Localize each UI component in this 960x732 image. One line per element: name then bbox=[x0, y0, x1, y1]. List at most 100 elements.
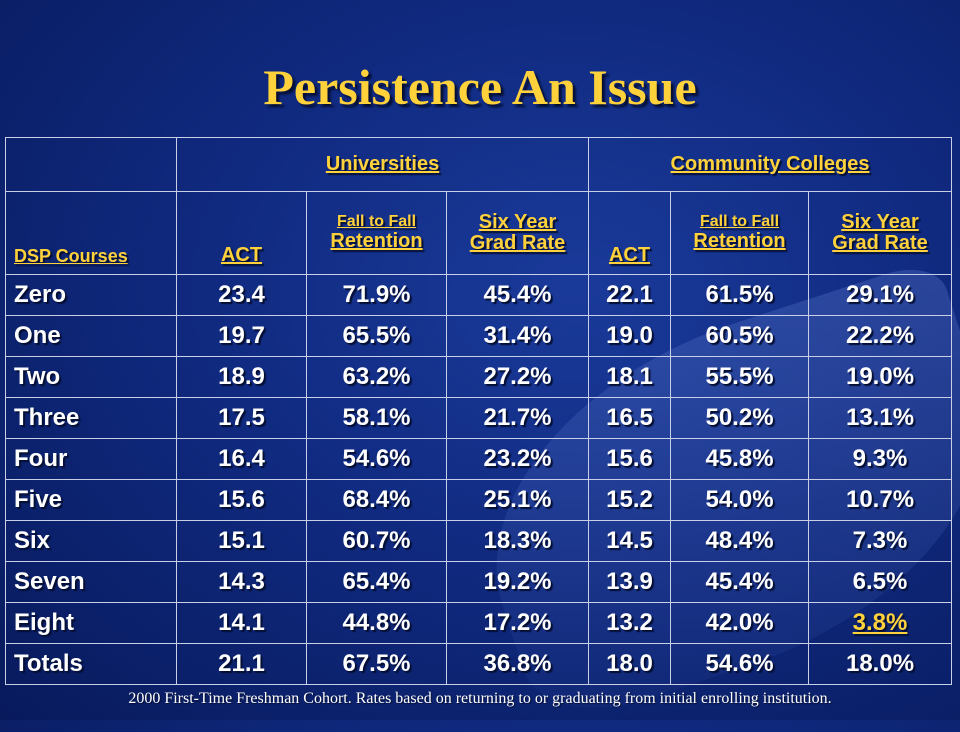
empty-header-cell bbox=[5, 137, 177, 192]
univ-grad-rate-cell: 21.7% bbox=[445, 397, 590, 439]
univ-grad-rate-cell: 36.8% bbox=[445, 643, 590, 685]
univ-grad-rate-cell: 19.2% bbox=[445, 561, 590, 603]
cc-retention-cell: 54.0% bbox=[670, 479, 810, 521]
cc-grad-rate-cell: 6.5% bbox=[808, 561, 953, 603]
cc-grad-rate-cell: 7.3% bbox=[808, 520, 953, 562]
cc-retention-header-top: Fall to Fall bbox=[699, 213, 780, 231]
cc-retention-cell: 50.2% bbox=[670, 397, 810, 439]
cc-retention-cell: 45.4% bbox=[670, 561, 810, 603]
univ-act-cell: 15.1 bbox=[176, 520, 307, 562]
dsp-courses-cell: Five bbox=[5, 479, 177, 521]
univ-retention-cell: 67.5% bbox=[306, 643, 447, 685]
table-row: Five 15.6 68.4% 25.1% 15.2 54.0% 10.7% bbox=[5, 479, 953, 521]
dsp-courses-cell: One bbox=[5, 315, 177, 357]
dsp-courses-cell: Eight bbox=[5, 602, 177, 644]
univ-retention-cell: 65.5% bbox=[306, 315, 447, 357]
cc-act-header: ACT bbox=[588, 191, 672, 275]
cc-grad-rate-header-top: Six Year bbox=[841, 211, 919, 233]
univ-act-cell: 19.7 bbox=[176, 315, 307, 357]
table-row: Four 16.4 54.6% 23.2% 15.6 45.8% 9.3% bbox=[5, 438, 953, 480]
slide-title: Persistence An Issue bbox=[263, 59, 697, 115]
cc-grad-rate-cell: 18.0% bbox=[808, 643, 953, 685]
cc-grad-rate-cell: 9.3% bbox=[808, 438, 953, 480]
cc-act-cell: 16.5 bbox=[588, 397, 672, 439]
footnote: 2000 First-Time Freshman Cohort. Rates b… bbox=[128, 690, 832, 707]
cc-grad-rate-cell: 19.0% bbox=[808, 356, 953, 398]
cc-grad-rate-cell: 3.8% bbox=[808, 602, 953, 644]
table-row: Two 18.9 63.2% 27.2% 18.1 55.5% 19.0% bbox=[5, 356, 953, 398]
cc-grad-rate-cell: 29.1% bbox=[808, 274, 953, 316]
dsp-courses-cell: Two bbox=[5, 356, 177, 398]
cc-retention-header: Fall to Fall Retention bbox=[670, 191, 810, 275]
univ-act-cell: 14.1 bbox=[176, 602, 307, 644]
dsp-courses-cell: Three bbox=[5, 397, 177, 439]
cc-act-cell: 19.0 bbox=[588, 315, 672, 357]
community-colleges-header: Community Colleges bbox=[588, 137, 953, 192]
univ-act-cell: 23.4 bbox=[176, 274, 307, 316]
univ-act-cell: 21.1 bbox=[176, 643, 307, 685]
persistence-table: Universities Community Colleges DSP Cour… bbox=[5, 137, 953, 685]
dsp-courses-cell: Totals bbox=[5, 643, 177, 685]
table-row: Zero 23.4 71.9% 45.4% 22.1 61.5% 29.1% bbox=[5, 274, 953, 316]
univ-grad-rate-header-bottom: Grad Rate bbox=[469, 232, 566, 254]
univ-retention-cell: 54.6% bbox=[306, 438, 447, 480]
cc-retention-cell: 48.4% bbox=[670, 520, 810, 562]
dsp-courses-header: DSP Courses bbox=[5, 191, 177, 275]
cc-retention-cell: 54.6% bbox=[670, 643, 810, 685]
univ-act-header: ACT bbox=[176, 191, 307, 275]
cc-retention-header-bottom: Retention bbox=[693, 229, 786, 252]
univ-grad-rate-header: Six Year Grad Rate bbox=[445, 191, 590, 275]
cc-act-cell: 18.1 bbox=[588, 356, 672, 398]
cc-act-cell: 14.5 bbox=[588, 520, 672, 562]
cc-act-cell: 13.2 bbox=[588, 602, 672, 644]
univ-retention-cell: 63.2% bbox=[306, 356, 447, 398]
universities-header: Universities bbox=[175, 137, 590, 192]
univ-retention-cell: 65.4% bbox=[306, 561, 447, 603]
cc-retention-cell: 55.5% bbox=[670, 356, 810, 398]
cc-act-cell: 15.2 bbox=[588, 479, 672, 521]
dsp-courses-cell: Six bbox=[5, 520, 177, 562]
cc-grad-rate-cell: 13.1% bbox=[808, 397, 953, 439]
table-row: Totals 21.1 67.5% 36.8% 18.0 54.6% 18.0% bbox=[5, 643, 953, 685]
univ-retention-cell: 68.4% bbox=[306, 479, 447, 521]
univ-act-cell: 18.9 bbox=[176, 356, 307, 398]
cc-act-cell: 18.0 bbox=[588, 643, 672, 685]
table-row: Three 17.5 58.1% 21.7% 16.5 50.2% 13.1% bbox=[5, 397, 953, 439]
univ-retention-cell: 71.9% bbox=[306, 274, 447, 316]
cc-retention-cell: 60.5% bbox=[670, 315, 810, 357]
univ-grad-rate-cell: 17.2% bbox=[445, 602, 590, 644]
univ-act-cell: 16.4 bbox=[176, 438, 307, 480]
univ-retention-header: Fall to Fall Retention bbox=[306, 191, 447, 275]
cc-retention-cell: 61.5% bbox=[670, 274, 810, 316]
univ-grad-rate-cell: 23.2% bbox=[445, 438, 590, 480]
column-header-row: DSP Courses ACT Fall to Fall Retention S… bbox=[5, 191, 953, 275]
cc-act-cell: 13.9 bbox=[588, 561, 672, 603]
univ-grad-rate-cell: 25.1% bbox=[445, 479, 590, 521]
cc-act-cell: 22.1 bbox=[588, 274, 672, 316]
univ-retention-header-bottom: Retention bbox=[330, 229, 423, 252]
table-row: Six 15.1 60.7% 18.3% 14.5 48.4% 7.3% bbox=[5, 520, 953, 562]
univ-act-cell: 14.3 bbox=[176, 561, 307, 603]
dsp-courses-cell: Seven bbox=[5, 561, 177, 603]
univ-retention-cell: 58.1% bbox=[306, 397, 447, 439]
cc-grad-rate-cell: 10.7% bbox=[808, 479, 953, 521]
univ-act-cell: 17.5 bbox=[176, 397, 307, 439]
univ-grad-rate-cell: 27.2% bbox=[445, 356, 590, 398]
univ-grad-rate-header-top: Six Year bbox=[478, 211, 557, 233]
cc-grad-rate-cell: 22.2% bbox=[808, 315, 953, 357]
univ-grad-rate-cell: 45.4% bbox=[445, 274, 590, 316]
table-row: Seven 14.3 65.4% 19.2% 13.9 45.4% 6.5% bbox=[5, 561, 953, 603]
group-header-row: Universities Community Colleges bbox=[5, 137, 953, 192]
dsp-courses-cell: Four bbox=[5, 438, 177, 480]
cc-retention-cell: 42.0% bbox=[670, 602, 810, 644]
cc-retention-cell: 45.8% bbox=[670, 438, 810, 480]
univ-act-cell: 15.6 bbox=[176, 479, 307, 521]
univ-retention-cell: 60.7% bbox=[306, 520, 447, 562]
cc-grad-rate-header: Six Year Grad Rate bbox=[808, 191, 953, 275]
univ-grad-rate-cell: 31.4% bbox=[445, 315, 590, 357]
cc-act-cell: 15.6 bbox=[588, 438, 672, 480]
univ-grad-rate-cell: 18.3% bbox=[445, 520, 590, 562]
table-row: Eight 14.1 44.8% 17.2% 13.2 42.0% 3.8% bbox=[5, 602, 953, 644]
cc-grad-rate-header-bottom: Grad Rate bbox=[832, 232, 928, 254]
univ-retention-cell: 44.8% bbox=[306, 602, 447, 644]
